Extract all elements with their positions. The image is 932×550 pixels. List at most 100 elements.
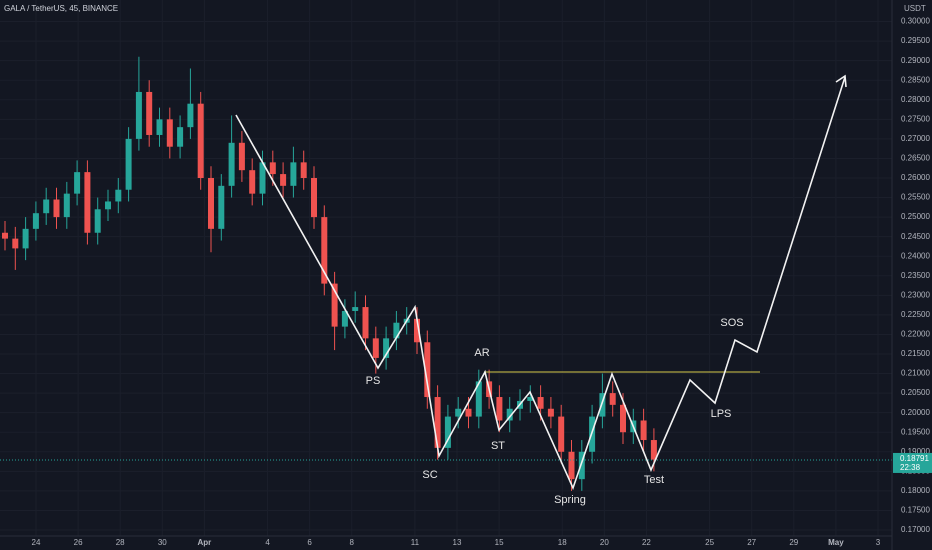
candle-body — [2, 232, 8, 239]
x-tick-label: 15 — [495, 538, 504, 547]
chart-title: GALA / TetherUS, 45, BINANCE — [4, 4, 118, 13]
candle-body — [22, 228, 29, 249]
y-tick-label: 0.17500 — [901, 506, 930, 515]
annotation: ST — [491, 440, 505, 452]
y-tick-label: 0.20000 — [901, 408, 930, 417]
candle-body — [444, 416, 451, 448]
candle-body — [43, 199, 50, 214]
candle-body — [156, 119, 163, 135]
y-tick-label: 0.25000 — [901, 212, 930, 221]
candle-body — [650, 440, 657, 460]
candle-body — [434, 397, 441, 448]
candle-body — [32, 213, 39, 229]
candle-body — [609, 393, 616, 405]
y-tick-label: 0.27500 — [901, 114, 930, 123]
countdown-label: 22:38 — [900, 463, 921, 472]
y-tick-label: 0.28500 — [901, 75, 930, 84]
candle-body — [12, 238, 19, 249]
candle-body — [506, 408, 513, 421]
candle-body — [568, 451, 575, 480]
candle-body — [393, 322, 400, 339]
candle-body — [465, 408, 472, 417]
x-tick-label: 24 — [32, 538, 41, 547]
y-tick-label: 0.22500 — [901, 310, 930, 319]
candle-body — [383, 338, 390, 358]
candle-body — [599, 393, 606, 417]
candle-body — [146, 91, 153, 135]
x-tick-label: 27 — [747, 538, 756, 547]
x-tick-label: 8 — [350, 538, 355, 547]
candle-body — [115, 189, 122, 202]
candle-body — [238, 142, 245, 171]
candle-body — [259, 162, 266, 194]
candle-body — [321, 217, 328, 284]
candle-body — [341, 310, 348, 327]
y-tick-label: 0.21000 — [901, 369, 930, 378]
x-tick-label: 28 — [116, 538, 125, 547]
candle-body — [280, 174, 287, 186]
x-tick-label: 20 — [600, 538, 609, 547]
candle-body — [135, 91, 142, 139]
last-price-label: 0.18791 — [900, 454, 929, 463]
candle-body — [218, 185, 225, 229]
candle-body — [331, 283, 338, 327]
candle-body — [300, 162, 307, 178]
candle-body — [547, 408, 554, 417]
candle-body — [527, 397, 534, 401]
candle-body — [311, 178, 317, 218]
x-tick-label: 4 — [265, 538, 270, 547]
x-tick-label: May — [828, 538, 844, 547]
candle-body — [249, 170, 256, 194]
y-tick-label: 0.19500 — [901, 427, 930, 436]
candle-body — [537, 397, 544, 409]
x-tick-label: 30 — [158, 538, 167, 547]
candle-body — [352, 307, 359, 311]
x-tick-label: 18 — [558, 538, 567, 547]
candle-body — [496, 397, 503, 421]
candle-body — [362, 307, 369, 339]
y-tick-label: 0.29000 — [901, 56, 930, 65]
y-tick-label: 0.29500 — [901, 36, 930, 45]
annotation: LPS — [711, 408, 732, 420]
candle-body — [640, 420, 647, 441]
candle-body — [84, 172, 91, 233]
candle-body — [269, 162, 276, 175]
y-tick-label: 0.30000 — [901, 17, 930, 26]
annotation: Spring — [554, 494, 586, 506]
candle-body — [74, 172, 81, 194]
candle-body — [424, 342, 431, 398]
axis-unit: USDT — [904, 4, 926, 13]
candle-body — [208, 178, 214, 229]
candle-body — [558, 416, 565, 452]
x-tick-label: 11 — [411, 538, 420, 547]
last-price-box — [893, 452, 932, 473]
annotation: AR — [474, 347, 489, 359]
y-tick-label: 0.28000 — [901, 95, 930, 104]
y-tick-label: 0.26000 — [901, 173, 930, 182]
y-tick-label: 0.23000 — [901, 290, 930, 299]
candle-body — [475, 381, 482, 417]
y-tick-label: 0.27000 — [901, 134, 930, 143]
x-tick-label: 6 — [307, 538, 312, 547]
candle-body — [166, 119, 173, 147]
candle-body — [290, 162, 297, 186]
y-tick-label: 0.21500 — [901, 349, 930, 358]
candle-body — [177, 127, 184, 147]
candle-body — [105, 201, 111, 210]
candle-body — [620, 404, 626, 433]
candle-body — [63, 193, 70, 218]
x-tick-label: Apr — [198, 538, 212, 547]
x-tick-label: 25 — [705, 538, 714, 547]
y-tick-label: 0.25500 — [901, 193, 930, 202]
annotation: PS — [366, 375, 381, 387]
y-tick-label: 0.26500 — [901, 154, 930, 163]
candle-body — [578, 451, 585, 480]
candle-body — [94, 209, 101, 233]
candle-body — [125, 138, 132, 190]
x-tick-label: 13 — [453, 538, 462, 547]
x-tick-label: 26 — [74, 538, 83, 547]
y-tick-label: 0.24500 — [901, 232, 930, 241]
y-tick-label: 0.18000 — [901, 486, 930, 495]
x-tick-label: 22 — [642, 538, 651, 547]
